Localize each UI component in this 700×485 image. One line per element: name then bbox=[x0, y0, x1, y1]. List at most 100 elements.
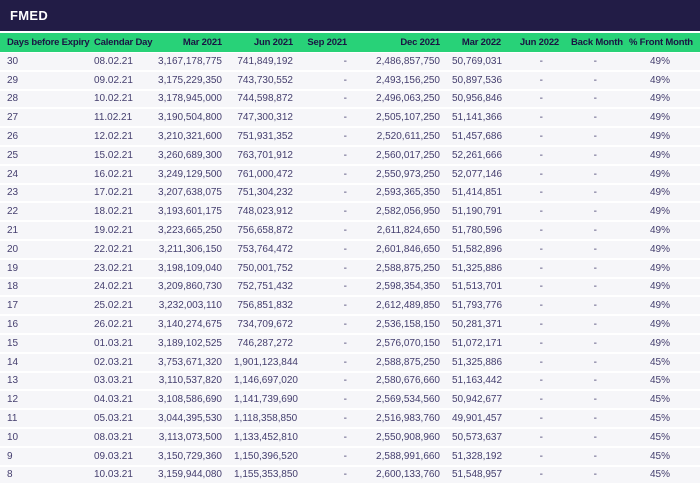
cell-days-before-expiry: 29 bbox=[0, 70, 90, 91]
cell-mar-2022: 51,513,701 bbox=[446, 277, 507, 298]
cell-mar-2022: 50,942,677 bbox=[446, 390, 507, 411]
cell-days-before-expiry: 30 bbox=[0, 52, 90, 72]
cell-calendar-day: 04.03.21 bbox=[90, 390, 135, 411]
cell-jun-2021: 756,851,832 bbox=[228, 296, 299, 317]
cell-dec-2021: 2,550,908,960 bbox=[353, 427, 446, 448]
cell-front-month: 45% bbox=[623, 352, 700, 373]
cell-jun-2021: 1,133,452,810 bbox=[228, 427, 299, 448]
cell-sep-2021: - bbox=[299, 446, 353, 467]
cell-calendar-day: 10.02.21 bbox=[90, 89, 135, 110]
cell-jun-2021: 1,146,697,020 bbox=[228, 371, 299, 392]
cell-dec-2021: 2,550,973,250 bbox=[353, 164, 446, 185]
cell-calendar-day: 18.02.21 bbox=[90, 202, 135, 223]
cell-mar-2021: 3,211,306,150 bbox=[135, 239, 228, 260]
cell-sep-2021: - bbox=[299, 239, 353, 260]
cell-sep-2021: - bbox=[299, 352, 353, 373]
cell-mar-2022: 51,190,791 bbox=[446, 202, 507, 223]
cell-days-before-expiry: 27 bbox=[0, 108, 90, 129]
table-row: 23 17.02.21 3,207,638,075 751,304,232-2,593… bbox=[0, 183, 700, 204]
cell-front-month: 49% bbox=[623, 108, 700, 129]
cell-back-month: - bbox=[565, 427, 623, 448]
table-row: 17 25.02.21 3,232,003,110 756,851,832-2,612… bbox=[0, 296, 700, 317]
cell-sep-2021: - bbox=[299, 296, 353, 317]
cell-sep-2021: - bbox=[299, 164, 353, 185]
cell-mar-2022: 51,072,171 bbox=[446, 333, 507, 354]
table-row: 10 08.03.21 3,113,073,500 1,133,452,810-2,5… bbox=[0, 427, 700, 448]
cell-front-month: 49% bbox=[623, 183, 700, 204]
table-row: 26 12.02.21 3,210,321,600 751,931,352-2,520… bbox=[0, 127, 700, 147]
cell-sep-2021: - bbox=[299, 221, 353, 241]
cell-mar-2022: 51,582,896 bbox=[446, 239, 507, 260]
cell-mar-2022: 51,548,957 bbox=[446, 465, 507, 485]
cell-jun-2022: - bbox=[507, 390, 565, 411]
cell-mar-2022: 52,077,146 bbox=[446, 164, 507, 185]
cell-jun-2021: 751,304,232 bbox=[228, 183, 299, 204]
cell-back-month: - bbox=[565, 390, 623, 411]
cell-jun-2022: - bbox=[507, 127, 565, 147]
cell-mar-2021: 3,223,665,250 bbox=[135, 221, 228, 241]
table-row: 22 18.02.21 3,193,601,175 748,023,912-2,582… bbox=[0, 202, 700, 223]
cell-dec-2021: 2,593,365,350 bbox=[353, 183, 446, 204]
cell-dec-2021: 2,598,354,350 bbox=[353, 277, 446, 298]
cell-jun-2021: 761,000,472 bbox=[228, 164, 299, 185]
cell-dec-2021: 2,582,056,950 bbox=[353, 202, 446, 223]
cell-front-month: 49% bbox=[623, 258, 700, 279]
cell-dec-2021: 2,569,534,560 bbox=[353, 390, 446, 411]
cell-calendar-day: 08.02.21 bbox=[90, 52, 135, 72]
table-row: 16 26.02.21 3,140,274,675 734,709,672-2,536… bbox=[0, 315, 700, 335]
cell-back-month: - bbox=[565, 258, 623, 279]
table-row: 27 11.02.21 3,190,504,800 747,300,312-2,505… bbox=[0, 108, 700, 129]
table-row: 12 04.03.21 3,108,586,690 1,141,739,690-2,5… bbox=[0, 390, 700, 411]
cell-back-month: - bbox=[565, 70, 623, 91]
cell-mar-2022: 50,573,637 bbox=[446, 427, 507, 448]
cell-back-month: - bbox=[565, 89, 623, 110]
cell-mar-2021: 3,175,229,350 bbox=[135, 70, 228, 91]
cell-dec-2021: 2,600,133,760 bbox=[353, 465, 446, 485]
app-title-bar: FMED bbox=[0, 0, 700, 31]
cell-calendar-day: 08.03.21 bbox=[90, 427, 135, 448]
cell-days-before-expiry: 16 bbox=[0, 315, 90, 335]
cell-mar-2021: 3,753,671,320 bbox=[135, 352, 228, 373]
cell-sep-2021: - bbox=[299, 427, 353, 448]
cell-calendar-day: 19.02.21 bbox=[90, 221, 135, 241]
cell-front-month: 49% bbox=[623, 127, 700, 147]
cell-calendar-day: 22.02.21 bbox=[90, 239, 135, 260]
cell-jun-2021: 763,701,912 bbox=[228, 145, 299, 166]
cell-days-before-expiry: 24 bbox=[0, 164, 90, 185]
cell-days-before-expiry: 17 bbox=[0, 296, 90, 317]
column-header-dec-2021: Dec 2021 bbox=[353, 33, 446, 53]
cell-jun-2022: - bbox=[507, 258, 565, 279]
cell-front-month: 45% bbox=[623, 427, 700, 448]
column-header-front-month: % Front Month bbox=[623, 33, 700, 53]
cell-front-month: 49% bbox=[623, 221, 700, 241]
cell-days-before-expiry: 18 bbox=[0, 277, 90, 298]
cell-calendar-day: 17.02.21 bbox=[90, 183, 135, 204]
cell-front-month: 49% bbox=[623, 145, 700, 166]
cell-back-month: - bbox=[565, 371, 623, 392]
cell-sep-2021: - bbox=[299, 371, 353, 392]
cell-dec-2021: 2,505,107,250 bbox=[353, 108, 446, 129]
cell-calendar-day: 11.02.21 bbox=[90, 108, 135, 129]
cell-mar-2021: 3,209,860,730 bbox=[135, 277, 228, 298]
cell-calendar-day: 03.03.21 bbox=[90, 371, 135, 392]
table-row: 28 10.02.21 3,178,945,000 744,598,872-2,496… bbox=[0, 89, 700, 110]
cell-dec-2021: 2,588,875,250 bbox=[353, 352, 446, 373]
cell-calendar-day: 24.02.21 bbox=[90, 277, 135, 298]
cell-jun-2021: 746,287,272 bbox=[228, 333, 299, 354]
table-row: 11 05.03.21 3,044,395,530 1,118,358,850-2,5… bbox=[0, 409, 700, 429]
cell-mar-2022: 50,769,031 bbox=[446, 52, 507, 72]
cell-jun-2022: - bbox=[507, 315, 565, 335]
column-header-days-before-expiry: Days before Expiry bbox=[0, 33, 90, 53]
cell-calendar-day: 12.02.21 bbox=[90, 127, 135, 147]
cell-mar-2022: 51,141,366 bbox=[446, 108, 507, 129]
cell-back-month: - bbox=[565, 52, 623, 72]
cell-jun-2021: 1,141,739,690 bbox=[228, 390, 299, 411]
cell-mar-2022: 51,414,851 bbox=[446, 183, 507, 204]
table-row: 30 08.02.21 3,167,178,775 741,849,192-2,486… bbox=[0, 52, 700, 72]
cell-back-month: - bbox=[565, 446, 623, 467]
cell-days-before-expiry: 23 bbox=[0, 183, 90, 204]
cell-back-month: - bbox=[565, 108, 623, 129]
cell-calendar-day: 02.03.21 bbox=[90, 352, 135, 373]
cell-mar-2022: 51,163,442 bbox=[446, 371, 507, 392]
cell-mar-2021: 3,190,504,800 bbox=[135, 108, 228, 129]
